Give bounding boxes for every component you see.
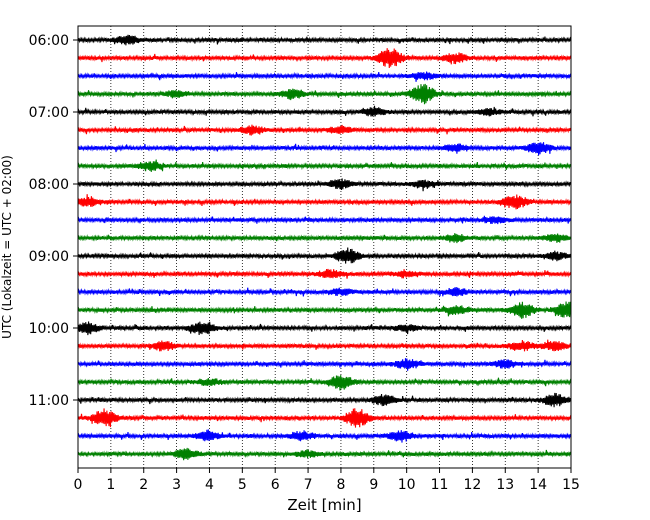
x-tick-label: 7 (304, 477, 313, 493)
trace-line (77, 142, 572, 156)
trace-line (77, 105, 572, 117)
x-tick-label: 14 (529, 477, 547, 493)
trace-line (77, 194, 572, 210)
trace-line (77, 215, 572, 225)
seismic-traces (77, 34, 572, 461)
x-tick-label: 5 (238, 477, 247, 493)
trace-line (77, 247, 572, 264)
x-tick-label: 2 (139, 477, 148, 493)
x-tick-label: 6 (271, 477, 280, 493)
y-tick-label: 11:00 (29, 393, 69, 409)
y-tick-label: 06:00 (29, 33, 69, 49)
x-tick-label: 13 (496, 477, 514, 493)
trace-line (77, 408, 572, 428)
trace-line (77, 301, 572, 319)
x-tick-label: 15 (562, 477, 580, 493)
trace-line (77, 286, 572, 297)
trace-line (77, 124, 572, 136)
trace-line (77, 375, 572, 391)
plot-frame (77, 25, 572, 469)
trace-line (77, 358, 572, 371)
y-tick-label: 09:00 (29, 249, 69, 265)
trace-line (77, 178, 572, 192)
trace-line (77, 268, 572, 279)
y-axis-label: UTC (Lokalzeit = UTC + 02:00) (0, 155, 14, 339)
x-tick-label: 1 (106, 477, 115, 493)
x-tick-label: 11 (431, 477, 449, 493)
trace-line (77, 34, 572, 46)
y-axis-ticks: 06:00 07:00 08:00 09:00 10:00 11:00 (29, 33, 78, 409)
trace-line (77, 447, 572, 461)
trace-line (77, 392, 572, 408)
trace-line (77, 429, 572, 443)
trace-line (77, 71, 572, 82)
x-tick-label: 0 (74, 477, 83, 493)
trace-line (77, 233, 572, 244)
trace-line (77, 339, 572, 352)
trace-line (77, 321, 572, 336)
x-tick-label: 8 (336, 477, 345, 493)
trace-line (77, 48, 572, 68)
x-tick-label: 10 (398, 477, 416, 493)
y-tick-label: 10:00 (29, 321, 69, 337)
x-tick-label: 12 (463, 477, 481, 493)
y-tick-label: 08:00 (29, 177, 69, 193)
x-axis-ticks: 0 1 2 3 4 5 6 7 8 9 10 11 12 13 14 15 (74, 468, 580, 493)
y-tick-label: 07:00 (29, 105, 69, 121)
x-tick-label: 9 (369, 477, 378, 493)
trace-line (77, 159, 572, 172)
x-tick-label: 4 (205, 477, 214, 493)
x-axis-label: Zeit [min] (287, 496, 361, 514)
x-tick-label: 3 (172, 477, 181, 493)
trace-line (77, 83, 572, 105)
